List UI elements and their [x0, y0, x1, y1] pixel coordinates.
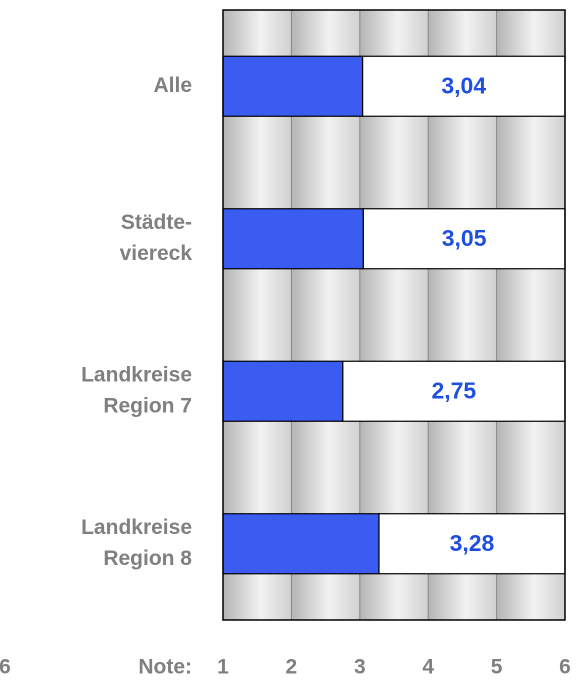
- cropped-tick-label: 6: [0, 656, 11, 679]
- bar: [222, 55, 364, 117]
- category-label: Städte-: [121, 211, 192, 234]
- value-label: 3,28: [450, 530, 495, 556]
- bar: [222, 360, 344, 422]
- x-tick-label: 2: [286, 656, 298, 679]
- category-label: Landkreise: [81, 363, 192, 386]
- category-label: viereck: [120, 242, 193, 265]
- bar-remainder: [378, 513, 566, 575]
- bar: [222, 208, 364, 270]
- value-label: 3,05: [442, 225, 487, 251]
- category-label: Region 8: [103, 547, 192, 570]
- category-label: Region 7: [103, 394, 192, 417]
- value-label: 2,75: [431, 377, 476, 403]
- value-label: 3,04: [441, 72, 486, 98]
- x-tick-label: 6: [559, 656, 571, 679]
- x-tick-label: 3: [354, 656, 366, 679]
- x-tick-label: 4: [422, 656, 434, 679]
- plot-border: [222, 9, 566, 621]
- x-axis-label: Note:: [138, 656, 192, 679]
- x-tick-label: 1: [217, 656, 229, 679]
- category-label: Alle: [153, 74, 192, 97]
- x-tick-label: 5: [491, 656, 503, 679]
- category-label: Landkreise: [81, 516, 192, 539]
- bar: [222, 513, 380, 575]
- bar-remainder: [342, 360, 566, 422]
